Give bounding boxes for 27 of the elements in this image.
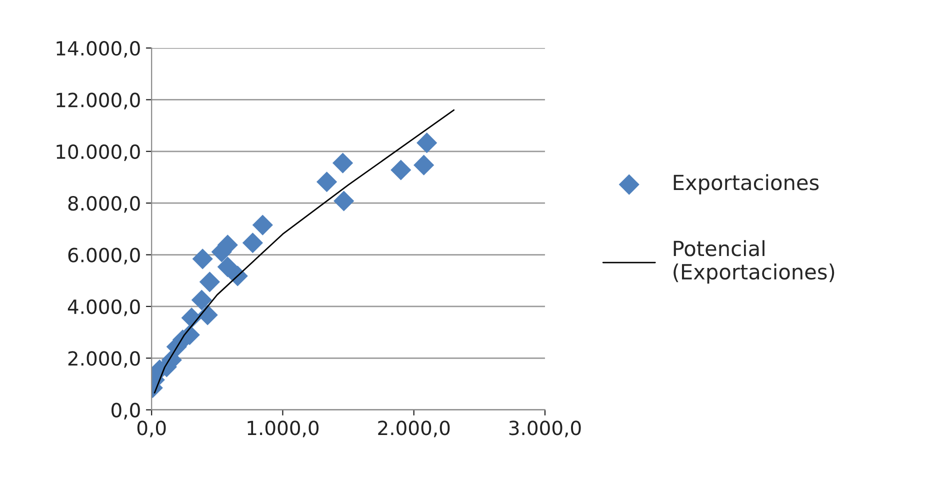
point bbox=[192, 248, 213, 270]
point bbox=[332, 152, 354, 174]
y-tick-label: 12.000,0 bbox=[56, 92, 140, 110]
point bbox=[242, 232, 263, 254]
y-tick-label: 10.000,0 bbox=[56, 144, 140, 162]
legend-label: Exportaciones bbox=[674, 174, 819, 194]
y-tick-label: 4.000,0 bbox=[68, 299, 140, 316]
point bbox=[199, 272, 220, 292]
y-tick-label: 6.000,0 bbox=[68, 248, 140, 264]
x-tick-label: 1.000,0 bbox=[248, 420, 319, 438]
point bbox=[390, 160, 412, 180]
y-tick-label: 14.000,0 bbox=[56, 40, 140, 58]
point bbox=[197, 304, 218, 326]
point bbox=[217, 256, 238, 278]
point bbox=[252, 214, 273, 236]
point bbox=[191, 290, 212, 310]
point bbox=[334, 190, 354, 212]
x-tick-label: 3.000,0 bbox=[509, 420, 581, 438]
legend-label: Potencial (Exportaciones) bbox=[674, 240, 834, 284]
y-tick-label: 0,0 bbox=[112, 402, 140, 420]
y-tick-label: 8.000,0 bbox=[68, 196, 140, 213]
x-tick-label: 2.000,0 bbox=[378, 420, 450, 438]
point bbox=[416, 132, 438, 154]
point bbox=[316, 172, 338, 192]
x-tick-label: 0,0 bbox=[137, 420, 166, 438]
y-tick-label: 2.000,0 bbox=[68, 351, 140, 368]
point bbox=[414, 154, 434, 176]
